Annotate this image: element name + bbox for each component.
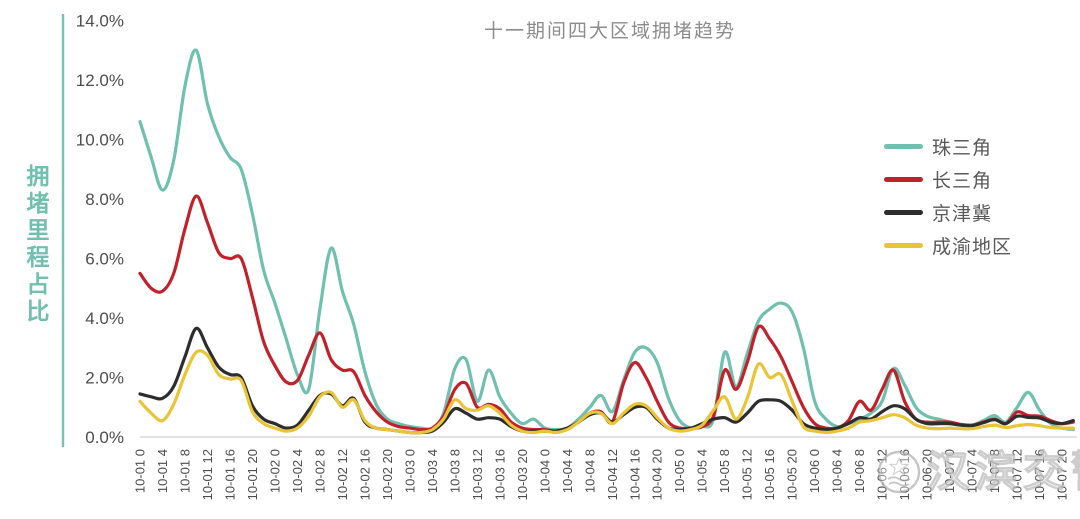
legend-label: 珠三角	[932, 138, 993, 159]
y-tick-label: 4.0%	[85, 309, 124, 328]
legend-item-1: 长三角	[884, 169, 1012, 192]
y-tick-label: 14.0%	[76, 12, 124, 31]
x-tick-label: 10-03 16	[492, 449, 507, 500]
x-tick-label: 10-07 8	[987, 449, 1002, 493]
x-tick-label: 10-04 4	[560, 449, 575, 493]
legend-item-0: 珠三角	[884, 136, 1012, 159]
x-tick-label: 10-05 8	[717, 449, 732, 493]
x-tick-label: 10-07 0	[942, 449, 957, 493]
x-tick-label: 10-06 4	[830, 449, 845, 493]
x-tick-label: 10-04 8	[582, 449, 597, 493]
legend-swatch	[884, 144, 923, 149]
x-tick-label: 10-04 12	[605, 449, 620, 500]
x-tick-label: 10-07 16	[1032, 449, 1047, 500]
x-tick-label: 10-04 20	[650, 449, 665, 500]
x-tick-label: 10-02 12	[335, 449, 350, 500]
series-line-0	[138, 48, 1075, 432]
x-tick-label: 10-04 0	[537, 449, 552, 493]
x-tick-label: 10-06 20	[920, 449, 935, 500]
y-tick-label: 2.0%	[85, 369, 124, 388]
y-axis-title: 拥堵里程占比	[23, 164, 49, 326]
legend-label: 成渝地区	[932, 237, 1013, 258]
x-tick-label: 10-06 12	[875, 449, 890, 500]
x-tick-label: 10-03 0	[402, 449, 417, 493]
y-tick-label: 12.0%	[76, 71, 124, 90]
x-tick-label: 10-03 8	[447, 449, 462, 493]
y-tick-label: 6.0%	[85, 250, 124, 269]
x-tick-label: 10-01 12	[200, 449, 215, 500]
x-tick-label: 10-05 16	[762, 449, 777, 500]
legend-label: 长三角	[932, 171, 993, 192]
x-tick-label: 10-07 20	[1055, 449, 1070, 500]
x-tick-label: 10-04 16	[627, 449, 642, 500]
series-line-3	[138, 349, 1075, 435]
x-tick-label: 10-02 0	[267, 449, 282, 493]
x-tick-label: 10-03 12	[470, 449, 485, 500]
x-tick-label: 10-05 12	[740, 449, 755, 500]
y-tick-label: 8.0%	[85, 190, 124, 209]
x-tick-label: 10-07 4	[965, 449, 980, 493]
x-tick-label: 10-07 12	[1010, 449, 1025, 500]
x-tick-label: 10-05 20	[785, 449, 800, 500]
x-tick-label: 10-06 8	[852, 449, 867, 493]
legend-item-3: 成渝地区	[884, 235, 1013, 258]
x-tick-label: 10-02 16	[357, 449, 372, 500]
x-tick-label: 10-01 20	[245, 449, 260, 500]
x-tick-label: 10-03 20	[515, 449, 530, 500]
legend-item-2: 京津冀	[884, 202, 1012, 225]
x-tick-label: 10-01 0	[133, 449, 148, 493]
legend-swatch	[884, 210, 923, 215]
x-tick-label: 10-03 4	[425, 449, 440, 493]
legend-swatch	[884, 177, 923, 182]
chart-title: 十一期间四大区域拥堵趋势	[483, 21, 736, 42]
x-tick-label: 10-01 16	[222, 449, 237, 500]
x-tick-label: 10-01 8	[177, 449, 192, 493]
x-tick-label: 10-06 0	[807, 449, 822, 493]
x-tick-label: 10-05 0	[672, 449, 687, 493]
legend-label: 京津冀	[932, 204, 993, 225]
x-tick-label: 10-02 20	[380, 449, 395, 500]
y-tick-label: 10.0%	[76, 131, 124, 150]
x-tick-label: 10-05 4	[695, 449, 710, 493]
legend-swatch	[884, 243, 923, 248]
y-tick-label: 0.0%	[85, 428, 124, 447]
x-tick-label: 10-02 4	[290, 449, 305, 493]
legend: 珠三角长三角京津冀成渝地区	[884, 136, 1013, 258]
x-tick-label: 10-01 4	[155, 449, 170, 493]
x-tick-label: 10-02 8	[312, 449, 327, 493]
x-tick-label: 10-06 16	[897, 449, 912, 500]
